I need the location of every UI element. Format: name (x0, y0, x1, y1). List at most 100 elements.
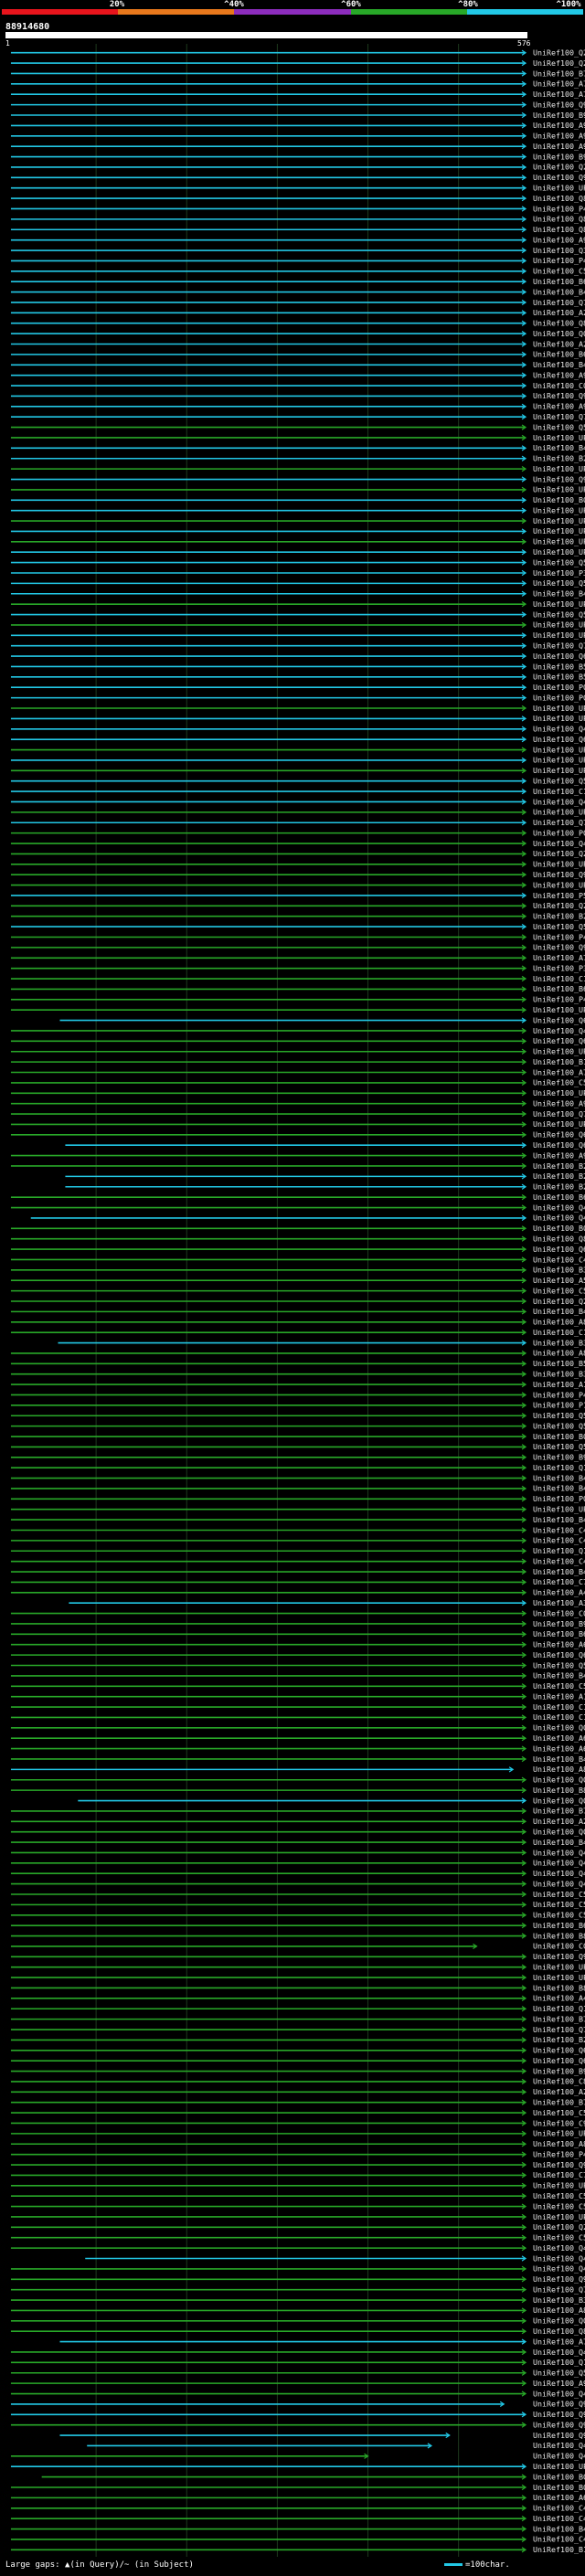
hit-label[interactable]: UniRef100_Q5CY29 (533, 2369, 585, 2378)
hit-label[interactable]: UniRef100_B6JZ34 (533, 984, 585, 993)
hit-label[interactable]: UniRef100_Q4XQN4 (533, 1203, 585, 1212)
hit-label[interactable]: UniRef100_P46802 (533, 256, 585, 265)
hit-label[interactable]: UniRef100_Q52I11 (533, 777, 585, 786)
hit-label[interactable]: UniRef100_Q4QQW2 (533, 1869, 585, 1878)
hit-label[interactable]: UniRef100_Q6GSS7 (533, 1245, 585, 1254)
hit-label[interactable]: UniRef100_P06429 (533, 693, 585, 702)
hit-label[interactable]: UniRef100_Q5KFY2 (533, 422, 585, 431)
hit-label[interactable]: UniRef100_B6T3L6 (533, 277, 585, 286)
hit-label[interactable]: UniRef100_A7TMA9 (533, 1067, 585, 1076)
hit-label[interactable]: UniRef100_B4N6S6 (533, 1567, 585, 1576)
hit-label[interactable]: UniRef100_A1CS34 (533, 1691, 585, 1701)
hit-label[interactable]: UniRef100_C4LZU1 (533, 2504, 585, 2513)
hit-label[interactable]: UniRef100_Q7SE89 (533, 1109, 585, 1118)
hit-label[interactable]: UniRef100_B4DF16 (533, 589, 585, 599)
hit-label[interactable]: UniRef100_UP1000.. (533, 547, 585, 557)
hit-label[interactable]: UniRef100_B8NR98 (533, 1983, 585, 1992)
hit-label[interactable]: UniRef100_Q7RBC1 (533, 2284, 585, 2294)
hit-label[interactable]: UniRef100_UP1000.. (533, 184, 585, 193)
hit-label[interactable]: UniRef100_B4F9G6 (533, 287, 585, 296)
hit-label[interactable]: UniRef100_A6BL16 (533, 2493, 585, 2502)
hit-label[interactable]: UniRef100_A8P474 (533, 1349, 585, 1358)
hit-label[interactable]: UniRef100_A4R8H5 (533, 1994, 585, 2003)
hit-label[interactable]: UniRef100_B2AVH7 (533, 1161, 585, 1171)
hit-label[interactable]: UniRef100_C5FJF2 (533, 1890, 585, 1899)
hit-label[interactable]: UniRef100_Q4XUM2 (533, 2243, 585, 2253)
hit-label[interactable]: UniRef100_A7S261 (533, 953, 585, 962)
hit-label[interactable]: UniRef100_C5DIW4 (533, 1286, 585, 1295)
hit-label[interactable]: UniRef100_A9PJ22 (533, 142, 585, 151)
hit-label[interactable]: UniRef100_A8V1U9 (533, 2306, 585, 2315)
hit-label[interactable]: UniRef100_Q1HQJ9 (533, 2004, 585, 2013)
hit-label[interactable]: UniRef100_Q4FJU6 (533, 1848, 585, 1857)
hit-label[interactable]: UniRef100_A7PS57 (533, 80, 585, 89)
hit-label[interactable]: UniRef100_A2YIS2 (533, 339, 585, 348)
hit-label[interactable]: UniRef100_B7FHR0 (533, 69, 585, 78)
hit-label[interactable]: UniRef100_Q2PEV4 (533, 48, 585, 57)
hit-label[interactable]: UniRef100_Q4U6T4 (533, 2441, 585, 2450)
hit-label[interactable]: UniRef100_P50878 (533, 891, 585, 900)
hit-label[interactable]: UniRef100_C4QD33 (533, 1556, 585, 1565)
hit-label[interactable]: UniRef100_B0Q504 (533, 1224, 585, 1233)
hit-label[interactable]: UniRef100_A6RG54 (533, 1744, 585, 1753)
hit-label[interactable]: UniRef100_B6SK79 (533, 350, 585, 359)
hit-label[interactable]: UniRef100_B9WA27 (533, 1619, 585, 1628)
hit-label[interactable]: UniRef100_B4LE90 (533, 1671, 585, 1680)
hit-label[interactable]: UniRef100_Q7Y1Z1 (533, 298, 585, 307)
hit-label[interactable]: UniRef100_B0QEP0 (533, 2472, 585, 2481)
hit-label[interactable]: UniRef100_Q4U9R2 (533, 2452, 585, 2461)
hit-label[interactable]: UniRef100_P48886 (533, 995, 585, 1004)
hit-label[interactable]: UniRef100_Q6GIT0 (533, 2056, 585, 2065)
hit-label[interactable]: UniRef100_Q9XA29 (533, 2274, 585, 2284)
hit-label[interactable]: UniRef100_C1BUZ5 (533, 1328, 585, 1337)
hit-label[interactable]: UniRef100_B8MBU6 (533, 1786, 585, 1795)
hit-label[interactable]: UniRef100_Q8W2X8 (533, 319, 585, 328)
hit-label[interactable]: UniRef100_A7P8X0 (533, 90, 585, 99)
hit-label[interactable]: UniRef100_Q4QQR5 (533, 1026, 585, 1035)
hit-label[interactable]: UniRef100_C4JM63 (533, 1536, 585, 1545)
hit-label[interactable]: UniRef100_P49626 (533, 1390, 585, 1399)
hit-label[interactable]: UniRef100_UP1000.. (533, 808, 585, 817)
hit-label[interactable]: UniRef100_B7Q1Y6 (533, 2014, 585, 2023)
hit-label[interactable]: UniRef100_B4E2N0 (533, 2524, 585, 2533)
hit-label[interactable]: UniRef100_UP1000.. (533, 464, 585, 473)
hit-label[interactable]: UniRef100_C1GEN5 (533, 1712, 585, 1722)
hit-label[interactable]: UniRef100_C5MIJ7 (533, 1078, 585, 1087)
hit-label[interactable]: UniRef100_Q38HY9 (533, 246, 585, 255)
hit-label[interactable]: UniRef100_Q8LKA9 (533, 225, 585, 234)
hit-label[interactable]: UniRef100_Q59ZS4 (533, 1660, 585, 1670)
hit-label[interactable]: UniRef100_UP1000.. (533, 756, 585, 765)
hit-label[interactable]: UniRef100_Q5RER3 (533, 557, 585, 567)
hit-label[interactable]: UniRef100_P10664 (533, 1401, 585, 1410)
hit-label[interactable]: UniRef100_Q8RUE7 (533, 1234, 585, 1243)
hit-label[interactable]: UniRef100_Q7Z9M5 (533, 412, 585, 421)
hit-label[interactable]: UniRef100_B2T7X0 (533, 912, 585, 921)
hit-label[interactable]: UniRef100_Q9XW69 (533, 2400, 585, 2409)
hit-label[interactable]: UniRef100_B2B5V8 (533, 2035, 585, 2044)
hit-label[interactable]: UniRef100_B0QEP6 (533, 2483, 585, 2492)
hit-label[interactable]: UniRef100_C9ZLL5 (533, 2118, 585, 2127)
hit-label[interactable]: UniRef100_C1BJE5 (533, 787, 585, 796)
hit-label[interactable]: UniRef100_A8U9N6 (533, 1765, 585, 1774)
hit-label[interactable]: UniRef100_Q9P784 (533, 943, 585, 952)
hit-label[interactable]: UniRef100_P0C2B9 (533, 828, 585, 837)
hit-label[interactable]: UniRef100_Q9XYW7 (533, 870, 585, 879)
hit-label[interactable]: UniRef100_Q2TN04 (533, 2222, 585, 2231)
hit-label[interactable]: UniRef100_C4QV16 (533, 1255, 585, 1264)
hit-label[interactable]: UniRef100_Q5KAF2 (533, 1421, 585, 1430)
hit-label[interactable]: UniRef100_UP1000.. (533, 880, 585, 889)
hit-label[interactable]: UniRef100_A9S1B1 (533, 402, 585, 411)
hit-label[interactable]: UniRef100_Q29AF5 (533, 1297, 585, 1306)
hit-label[interactable]: UniRef100_Q53G74 (533, 610, 585, 619)
hit-label[interactable]: UniRef100_C5M749 (533, 2201, 585, 2210)
hit-label[interactable]: UniRef100_UP1000.. (533, 620, 585, 630)
hit-label[interactable]: UniRef100_UP1000.. (533, 433, 585, 442)
hit-label[interactable]: UniRef100_Q1E5E3 (533, 1546, 585, 1555)
hit-label[interactable]: UniRef100_UP1000.. (533, 1973, 585, 1982)
hit-label[interactable]: UniRef100_B4KR09 (533, 1838, 585, 1847)
hit-label[interactable]: UniRef100_C5GIY0 (533, 1900, 585, 1909)
hit-label[interactable]: UniRef100_P49691 (533, 204, 585, 213)
hit-label[interactable]: UniRef100_B4FI22 (533, 443, 585, 452)
hit-label[interactable]: UniRef100_A6SER4 (533, 1733, 585, 1743)
hit-label[interactable]: UniRef100_Q4UE35 (533, 2389, 585, 2398)
